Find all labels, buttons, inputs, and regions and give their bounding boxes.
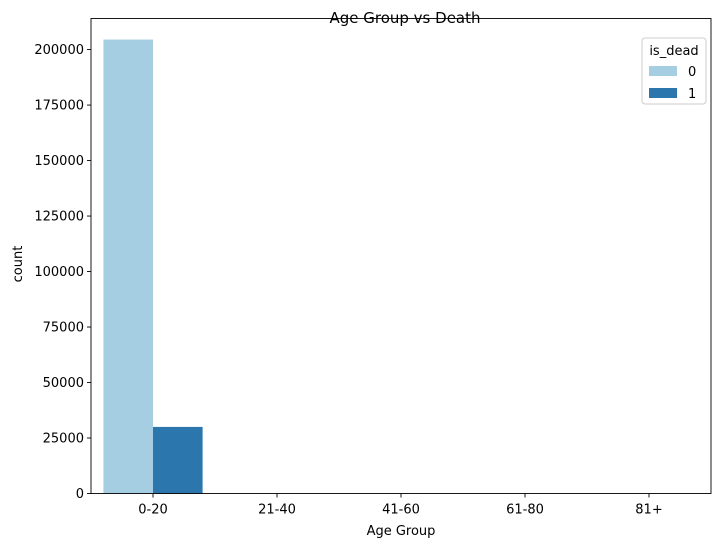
y-tick-label: 200000 [34,43,84,58]
legend: is_dead 0 1 [641,37,707,105]
y-axis-label: count [11,246,26,283]
x-tick-label: 41-60 [382,503,420,518]
plot-frame [90,18,712,494]
y-axis: 0 25000 50000 75000 100000 125000 150000 175000… [34,43,91,502]
x-tick-label: 81+ [635,503,662,518]
y-tick-label: 100000 [34,265,84,280]
bar-0-20-series-1 [153,426,203,494]
y-tick-label: 50000 [43,376,84,391]
x-tick-label: 21-40 [258,503,296,518]
legend-label-1: 1 [688,87,696,102]
x-axis-label: Age Group [367,524,436,539]
x-tick-label: 61-80 [506,503,544,518]
chart-title: Age Group vs Death [329,9,480,27]
legend-swatch-1 [649,88,677,98]
y-tick-label: 0 [76,487,84,502]
x-axis: 0-20 21-40 41-60 61-80 81+ [138,493,663,518]
legend-swatch-0 [649,66,677,76]
y-tick-label: 75000 [43,321,84,336]
bar-0-20-series-0 [103,39,153,494]
x-tick-label: 0-20 [138,503,168,518]
legend-label-0: 0 [688,65,696,80]
legend-title: is_dead [649,44,698,59]
bars-group [103,39,203,494]
y-tick-label: 125000 [34,210,84,225]
y-tick-label: 175000 [34,99,84,114]
y-tick-label: 150000 [34,154,84,169]
y-tick-label: 25000 [43,432,84,447]
